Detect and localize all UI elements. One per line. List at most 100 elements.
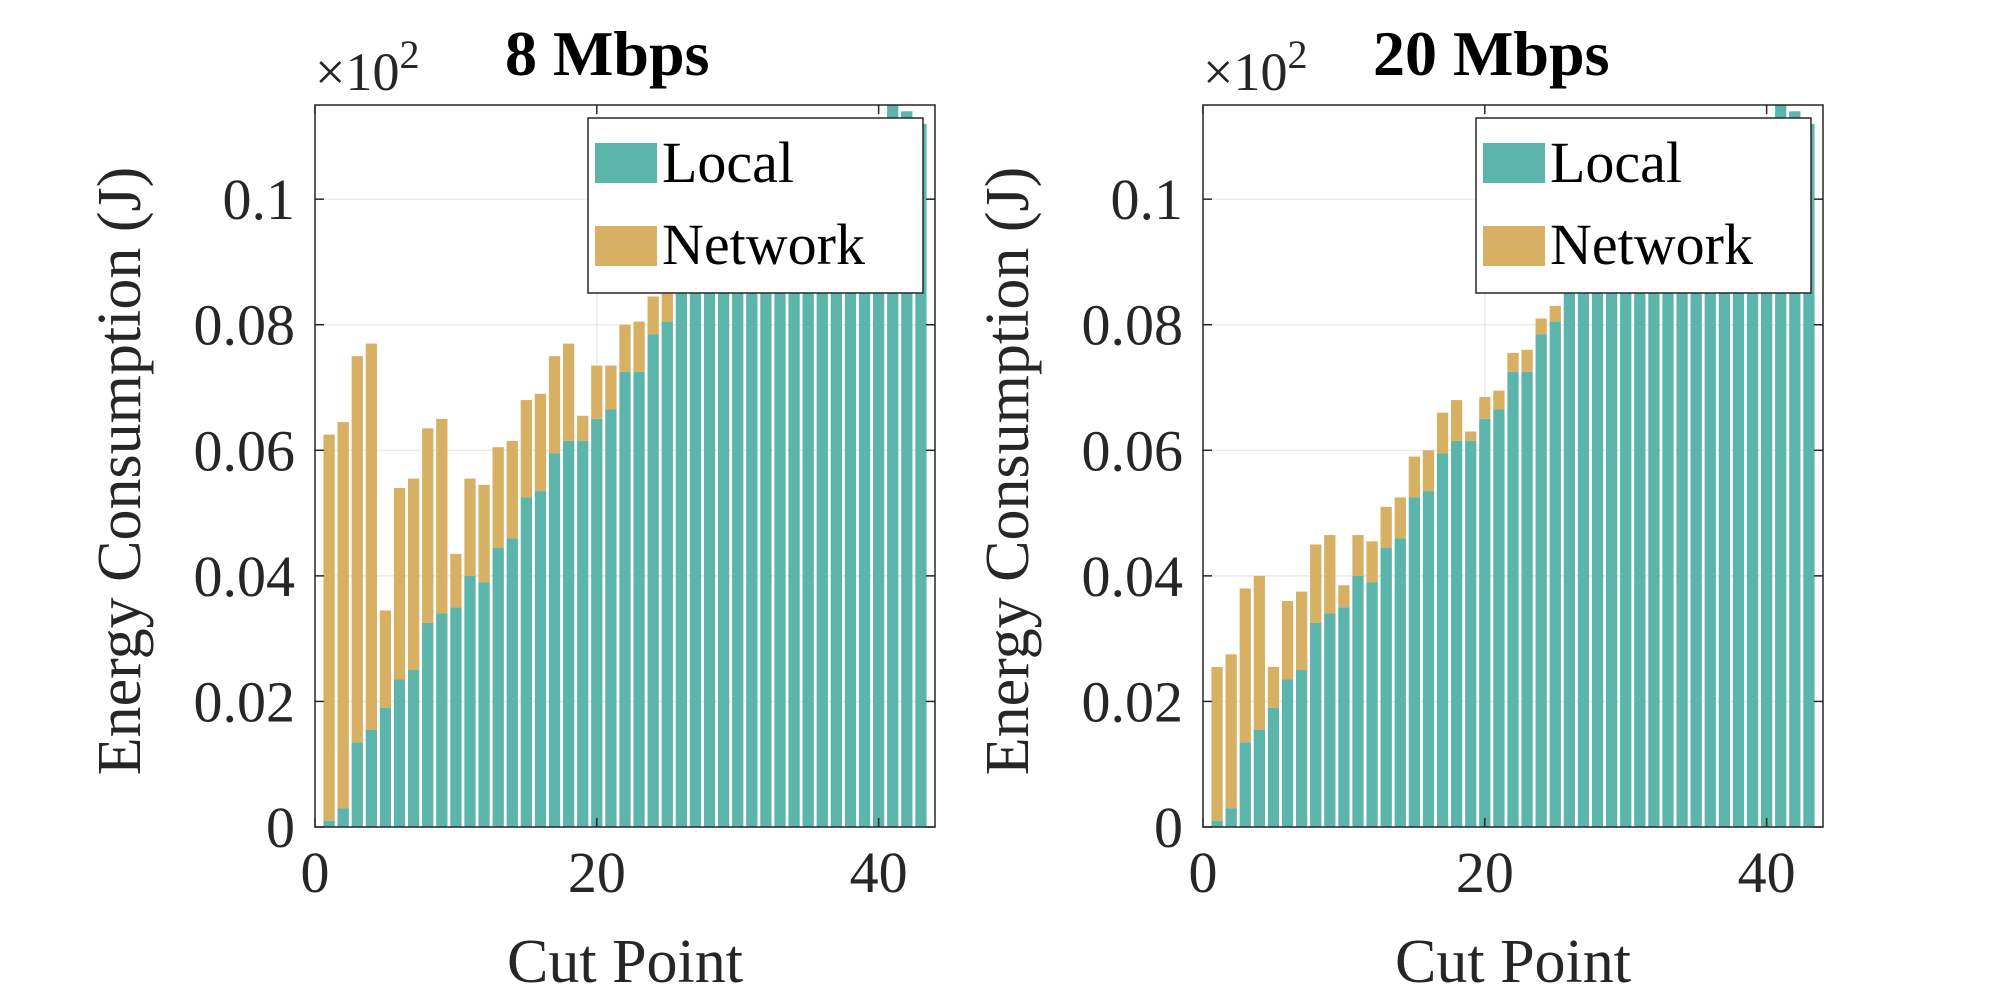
bar-network bbox=[548, 356, 561, 454]
bar-network bbox=[1535, 318, 1547, 335]
bar-network bbox=[1338, 585, 1350, 608]
bars bbox=[1211, 105, 1815, 827]
bar-local bbox=[1338, 607, 1350, 827]
legend-swatch-network bbox=[1483, 226, 1545, 266]
bar-network bbox=[1436, 412, 1449, 454]
bar-local bbox=[1718, 218, 1730, 827]
bar-network bbox=[1394, 497, 1406, 539]
axes-frame bbox=[314, 104, 936, 828]
bar-network bbox=[534, 393, 547, 492]
bar-network bbox=[1352, 535, 1364, 576]
bar-local bbox=[901, 111, 913, 827]
bar-local bbox=[1620, 261, 1632, 827]
bar-local bbox=[633, 371, 645, 827]
bar-local bbox=[830, 218, 842, 827]
bar-local bbox=[450, 607, 462, 827]
bar-network bbox=[379, 610, 392, 708]
bar-local bbox=[1535, 334, 1547, 827]
bar-local bbox=[1690, 230, 1702, 827]
bar-local bbox=[1253, 729, 1265, 827]
bar-network bbox=[1521, 349, 1533, 372]
bar-local bbox=[675, 290, 687, 827]
bar-network bbox=[1366, 541, 1378, 583]
bar-network bbox=[1465, 431, 1477, 441]
legend-label-local: Local bbox=[662, 130, 794, 195]
chart-panel-8mbps: 0 0.02 0.04 0.06 0.08 0.1 0 20 40 8 Mbps ×102 C… bbox=[86, 18, 936, 996]
bar-local bbox=[563, 440, 575, 827]
bar-local bbox=[1732, 211, 1745, 827]
bar-network bbox=[520, 400, 532, 498]
bar-local bbox=[873, 199, 885, 827]
bar-local bbox=[1521, 371, 1533, 827]
bar-network bbox=[464, 478, 476, 576]
bar-local bbox=[689, 287, 702, 827]
bar-network bbox=[436, 418, 448, 614]
bar-local bbox=[1394, 538, 1406, 827]
bar-local bbox=[1507, 371, 1519, 827]
legend: Local Network bbox=[587, 117, 924, 294]
bar-local bbox=[548, 453, 561, 827]
bar-local bbox=[1775, 105, 1787, 827]
bar-local bbox=[1577, 287, 1590, 827]
bar-network bbox=[492, 447, 504, 548]
y-tick-label: 0.02 bbox=[194, 669, 296, 734]
y-ticks: 0 0.02 0.04 0.06 0.08 0.1 bbox=[194, 167, 935, 860]
bar-local bbox=[1352, 575, 1364, 827]
bar-local bbox=[802, 230, 814, 827]
bar-network bbox=[605, 365, 617, 410]
legend: Local Network bbox=[1475, 117, 1812, 294]
y-exponent: ×102 bbox=[315, 32, 419, 102]
bar-network bbox=[1507, 352, 1519, 372]
axes-frame bbox=[1202, 104, 1824, 828]
bar-local bbox=[492, 547, 504, 827]
bar-local bbox=[1211, 820, 1223, 827]
bar-local bbox=[915, 123, 927, 827]
bar-network bbox=[393, 487, 406, 680]
bar-network bbox=[323, 434, 335, 821]
bar-local bbox=[718, 268, 730, 827]
legend-swatch-network bbox=[595, 226, 657, 266]
bar-local bbox=[520, 497, 532, 827]
bar-local bbox=[1380, 547, 1392, 827]
bar-network bbox=[1253, 575, 1265, 730]
bars bbox=[323, 105, 927, 827]
bar-local bbox=[661, 321, 673, 827]
y-tick-label: 0.1 bbox=[223, 167, 296, 232]
bar-local bbox=[591, 418, 603, 827]
y-tick-label: 0.04 bbox=[194, 544, 296, 609]
bar-local bbox=[1225, 808, 1237, 827]
bar-local bbox=[887, 105, 899, 827]
chart-title: 8 Mbps bbox=[505, 18, 710, 89]
bar-network bbox=[1281, 600, 1294, 680]
bar-local bbox=[1239, 742, 1251, 827]
bar-network bbox=[1296, 591, 1308, 671]
legend-swatch-local bbox=[1483, 143, 1545, 183]
bar-local bbox=[422, 622, 434, 827]
bar-network bbox=[1451, 400, 1463, 441]
bar-local bbox=[337, 808, 349, 827]
x-ticks: 0 20 40 bbox=[1189, 105, 1796, 905]
bar-network bbox=[337, 422, 349, 809]
bar-local bbox=[464, 575, 476, 827]
bar-network bbox=[619, 324, 631, 372]
bar-local bbox=[1648, 249, 1660, 827]
bar-local bbox=[746, 255, 758, 827]
x-tick-label: 0 bbox=[301, 840, 330, 905]
y-tick-label: 0.08 bbox=[1082, 293, 1184, 358]
bar-network bbox=[408, 478, 420, 671]
bar-local bbox=[619, 371, 631, 827]
bar-local bbox=[1324, 613, 1336, 827]
bar-local bbox=[577, 440, 589, 827]
chart-panel-20mbps: 00.020.040.060.080.1 0 20 40 20 Mbps ×102 … bbox=[974, 18, 1824, 996]
bar-local bbox=[760, 249, 772, 827]
bar-local bbox=[816, 224, 828, 827]
bar-network bbox=[506, 440, 518, 539]
bar-local bbox=[408, 670, 420, 827]
bar-local bbox=[379, 707, 392, 827]
bar-local bbox=[647, 334, 659, 827]
bar-local bbox=[393, 679, 406, 827]
bar-local bbox=[1366, 582, 1378, 827]
bar-local bbox=[703, 274, 716, 827]
bar-local bbox=[478, 582, 490, 827]
